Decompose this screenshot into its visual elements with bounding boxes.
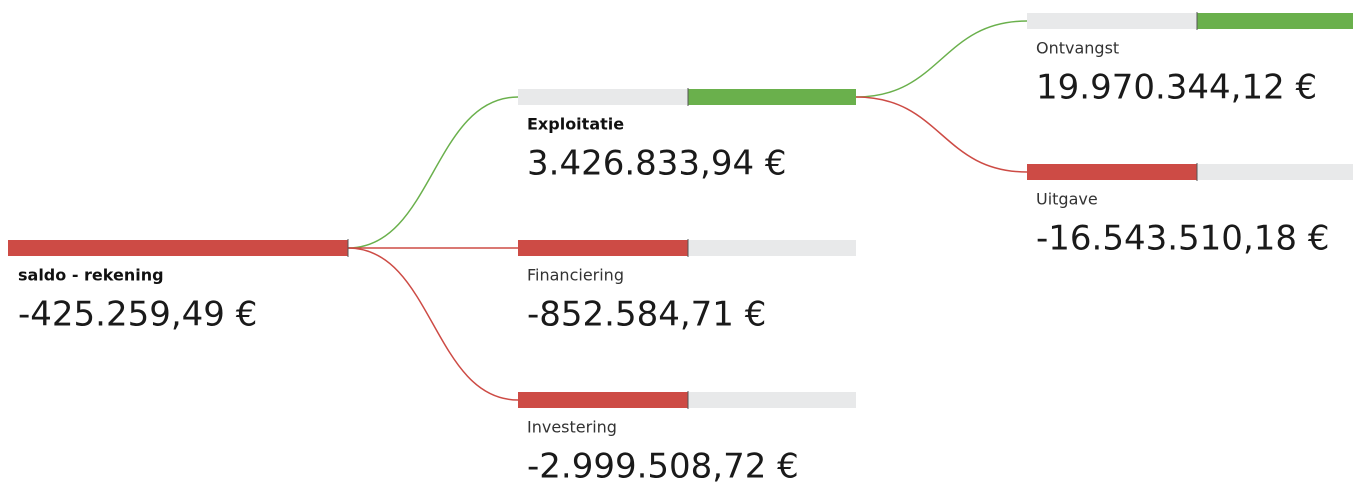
bar[interactable] (518, 240, 688, 256)
bar[interactable] (688, 89, 856, 105)
connector (347, 247, 519, 401)
connector (855, 96, 1028, 173)
node-value: 19.970.344,12 € (1036, 68, 1317, 108)
connector (347, 96, 519, 249)
node-label: Ontvangst (1036, 39, 1119, 58)
node-label: Investering (527, 418, 617, 437)
bar[interactable] (1027, 164, 1197, 180)
node-value: -425.259,49 € (18, 295, 257, 335)
node-label: saldo - rekening (18, 266, 164, 285)
node-label: Financiering (527, 266, 624, 285)
bar[interactable] (8, 240, 348, 256)
bar[interactable] (518, 392, 688, 408)
node-value: -16.543.510,18 € (1036, 219, 1329, 259)
bar[interactable] (1197, 13, 1353, 29)
connector (855, 20, 1028, 98)
node-value: 3.426.833,94 € (527, 144, 787, 184)
node-value: -2.999.508,72 € (527, 447, 799, 487)
node-label: Exploitatie (527, 115, 624, 134)
node-value: -852.584,71 € (527, 295, 766, 335)
node-label: Uitgave (1036, 190, 1098, 209)
